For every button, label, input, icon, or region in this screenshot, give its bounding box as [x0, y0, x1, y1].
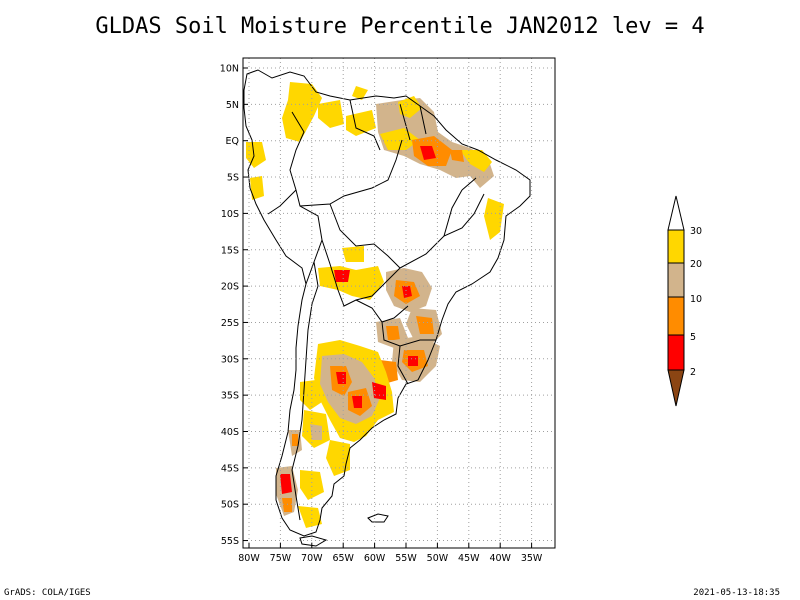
legend-label: 20 [690, 259, 702, 270]
latitude-label: 50S [221, 500, 239, 511]
latitude-label: 20S [221, 282, 239, 293]
longitude-label: 35W [521, 553, 543, 564]
latitude-labels: 10N 5N EQ 5S 10S 15S 20S 25S 30S 35S 40S 45S 50S 55S [220, 64, 239, 548]
map-title: GLDAS Soil Moisture Percentile JAN2012 l… [95, 14, 705, 39]
plot-frame [242, 57, 556, 549]
latitude-label: 10S [221, 209, 239, 220]
timestamp: 2021-05-13-18:35 [693, 588, 780, 598]
legend-swatch-5-2 [667, 334, 685, 371]
longitude-label: 60W [364, 553, 386, 564]
longitude-labels: 80W 75W 70W 65W 60W 55W 50W 45W 40W 35W [238, 553, 543, 564]
legend-label: 30 [690, 226, 702, 237]
legend-swatch-10-5 [667, 296, 685, 336]
latitude-label: 35S [221, 391, 239, 402]
grads-credit: GrADS: COLA/IGES [4, 588, 91, 598]
latitude-label: 40S [221, 427, 239, 438]
longitude-label: 70W [301, 553, 323, 564]
legend-swatch-30-20 [667, 229, 685, 264]
latitude-label: 5S [227, 173, 239, 184]
legend-label: 10 [690, 294, 702, 305]
latitude-label: 55S [221, 536, 239, 547]
color-legend: 30 20 10 5 2 [667, 195, 702, 407]
tierra-del-fuego [299, 535, 328, 547]
latitude-label: 30S [221, 354, 239, 365]
latitude-label: 10N [220, 64, 239, 75]
legend-label: 5 [690, 332, 696, 343]
axis-ticks [243, 67, 533, 548]
graticule [243, 58, 555, 548]
legend-swatch-bottom [667, 369, 685, 407]
falkland-islands [367, 513, 389, 523]
latitude-label: 45S [221, 463, 239, 474]
longitude-label: 65W [332, 553, 354, 564]
latitude-label: 25S [221, 318, 239, 329]
legend-label: 2 [690, 367, 696, 378]
continent-outline [243, 69, 531, 537]
legend-swatch-20-10 [667, 262, 685, 298]
longitude-label: 45W [458, 553, 480, 564]
longitude-label: 50W [427, 553, 449, 564]
longitude-label: 75W [270, 553, 292, 564]
percentile-shading [246, 82, 504, 528]
longitude-label: 55W [395, 553, 417, 564]
latitude-label: EQ [226, 136, 239, 147]
latitude-label: 15S [221, 245, 239, 256]
latitude-label: 5N [226, 100, 239, 111]
longitude-label: 80W [238, 553, 260, 564]
legend-swatch-top [667, 195, 685, 231]
longitude-label: 40W [489, 553, 511, 564]
